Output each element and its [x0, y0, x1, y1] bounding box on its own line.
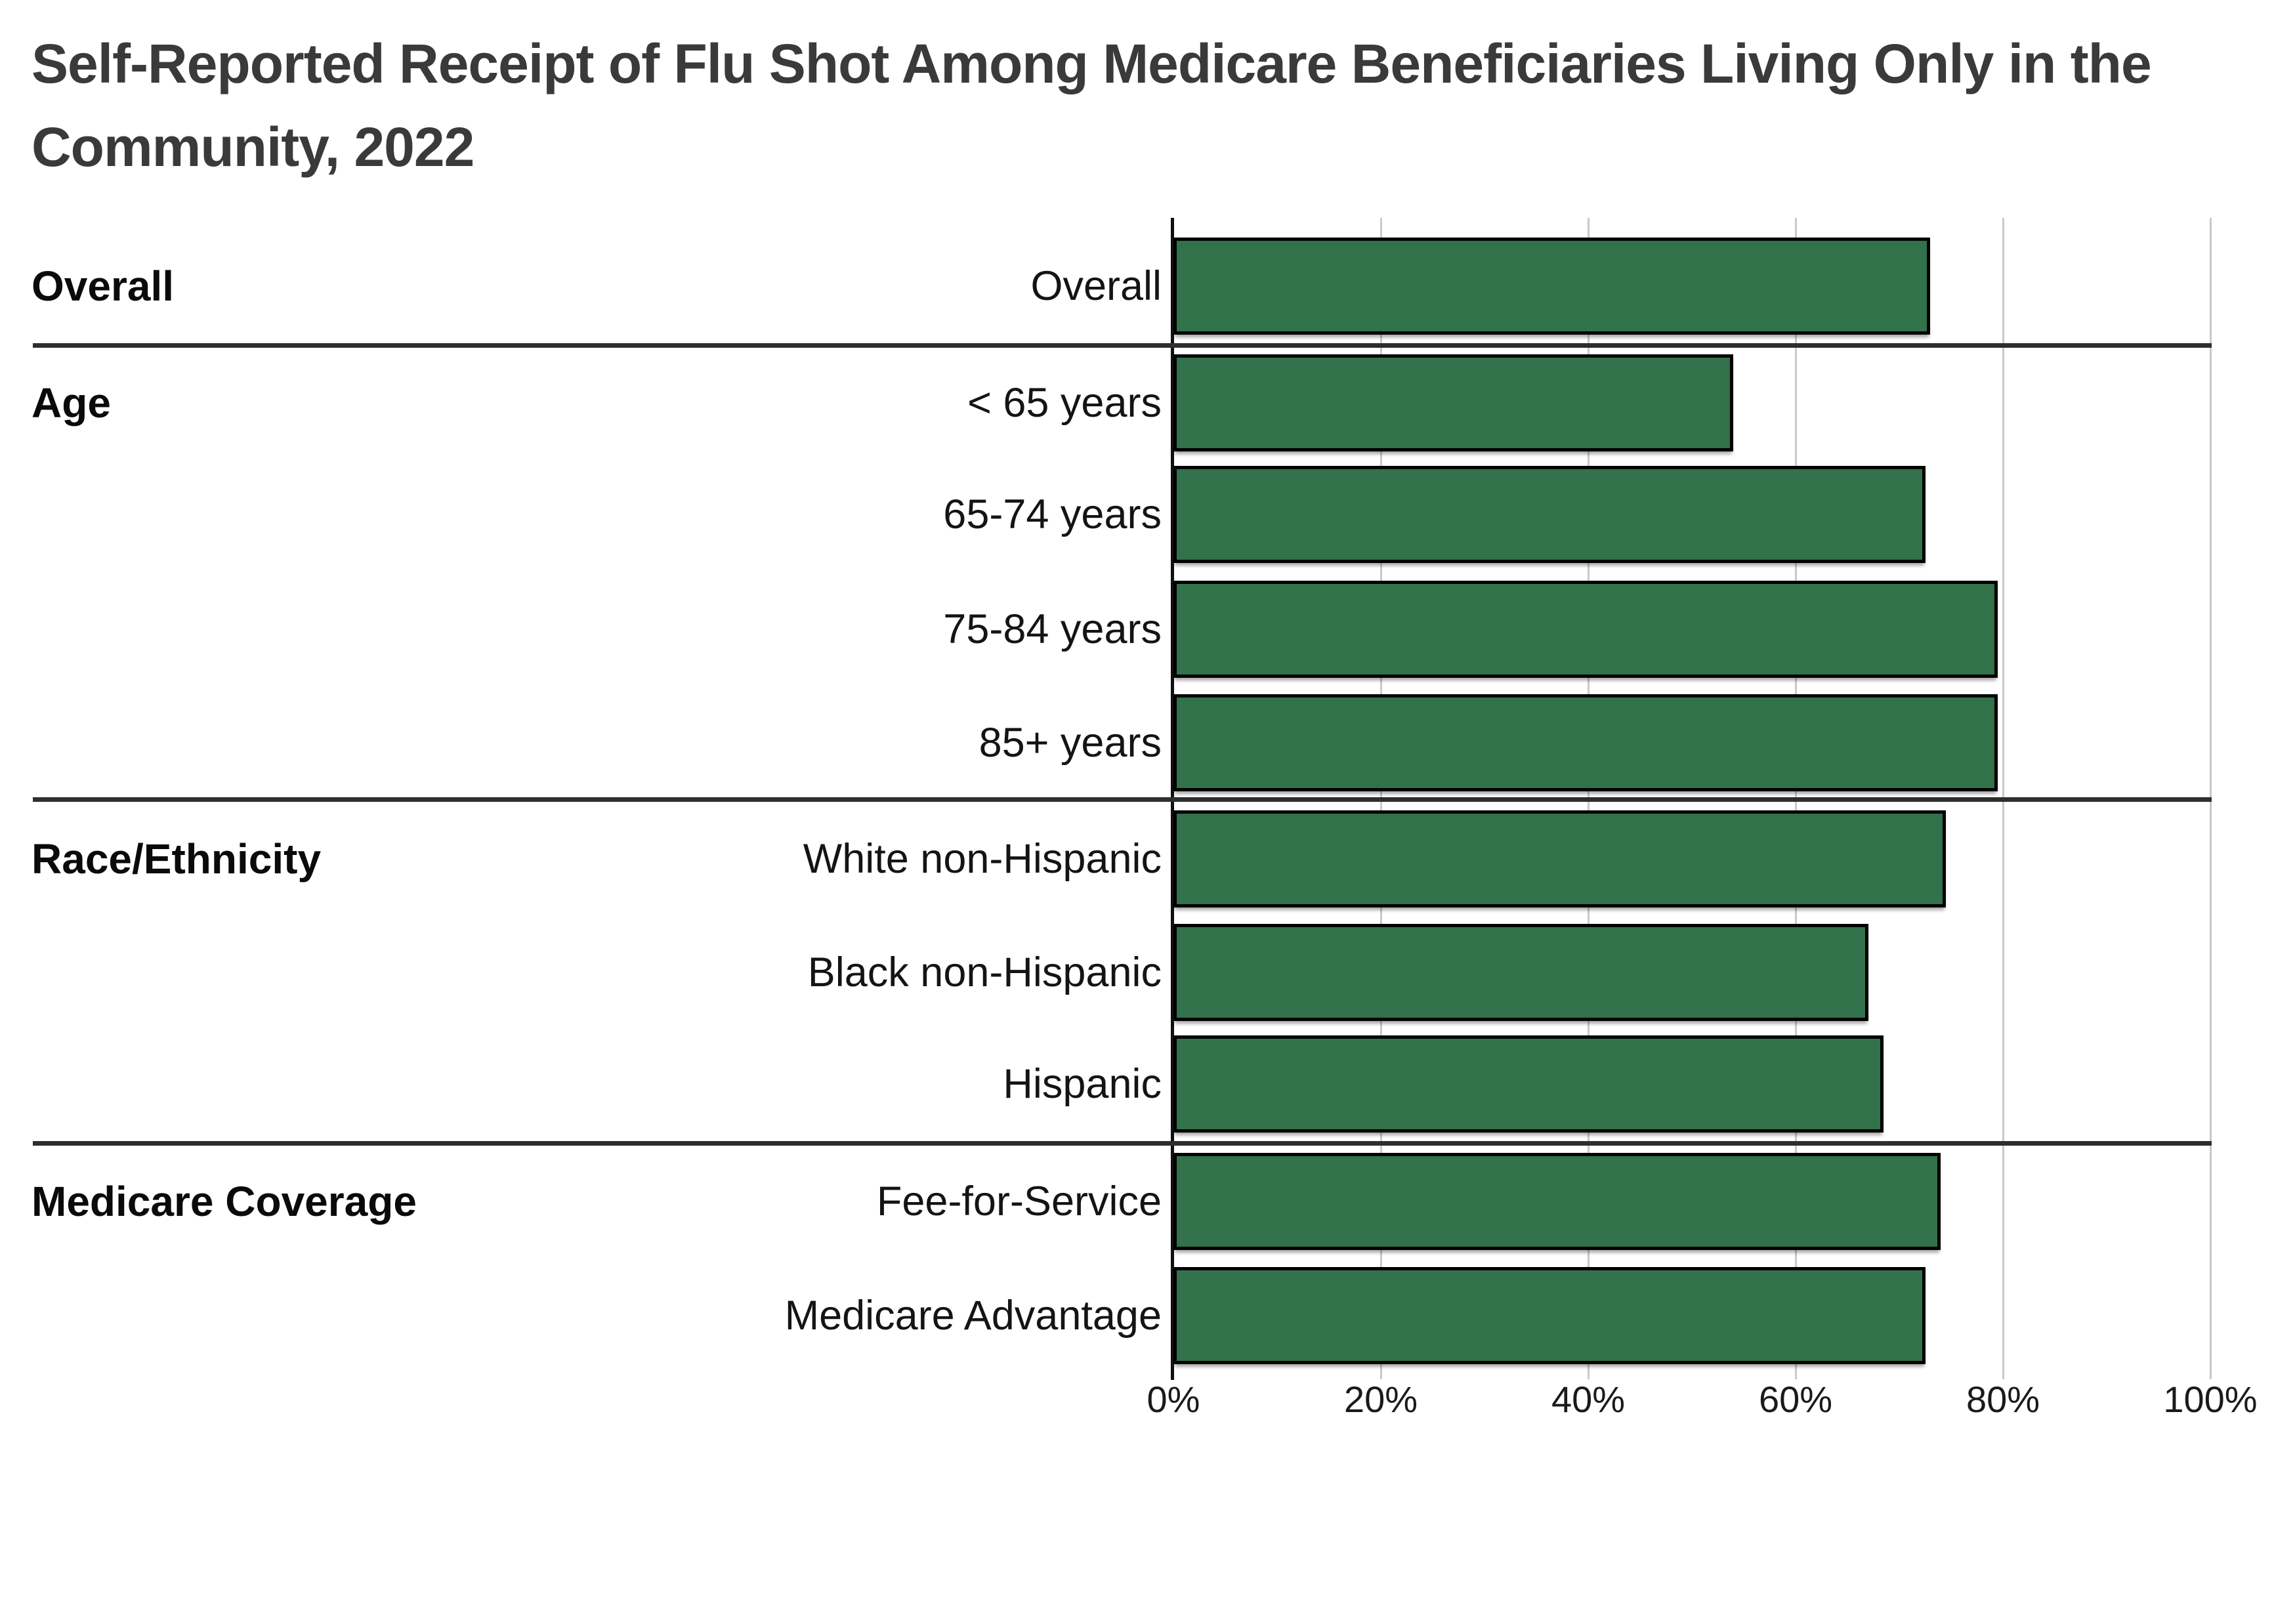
row-label-75-84: 75-84 years [943, 606, 1162, 652]
chart-title-line-2: Community, 2022 [32, 116, 474, 178]
row-label-medicare-advantage: Medicare Advantage [784, 1293, 1162, 1339]
chart-title: Self-Reported Receipt of Flu Shot Among … [32, 22, 2152, 189]
bar-65-74 [1173, 466, 1926, 563]
chart-title-line-1: Self-Reported Receipt of Flu Shot Among … [32, 33, 2152, 94]
x-tick-label-100: 100% [2163, 1379, 2258, 1420]
row-label-white-non-hispanic: White non-Hispanic [803, 836, 1162, 882]
row-label-overall: Overall [1030, 263, 1162, 309]
bar-medicare-advantage [1173, 1267, 1926, 1364]
bar-black-non-hispanic [1173, 924, 1868, 1021]
group-divider-age-race [33, 797, 2212, 802]
row-label-black-non-hispanic: Black non-Hispanic [807, 949, 1162, 995]
x-tick-label-0: 0% [1147, 1379, 1200, 1420]
group-label-medicare-coverage: Medicare Coverage [32, 1178, 417, 1225]
x-tick-label-20: 20% [1343, 1379, 1418, 1420]
row-label-hispanic: Hispanic [1003, 1061, 1162, 1107]
row-label-65-74: 65-74 years [943, 491, 1162, 537]
group-label-overall: Overall [32, 262, 175, 310]
group-divider-overall-age [33, 343, 2212, 348]
bar-white-non-hispanic [1173, 810, 1946, 907]
bar-fee-for-service [1173, 1153, 1941, 1250]
bar-75-84 [1173, 581, 1998, 678]
x-tick-label-80: 80% [1966, 1379, 2040, 1420]
bar-hispanic [1173, 1035, 1884, 1133]
row-label-85-plus: 85+ years [979, 720, 1162, 766]
x-tick-label-60: 60% [1758, 1379, 1833, 1420]
bar-overall [1173, 238, 1930, 335]
group-label-race-ethnicity: Race/Ethnicity [32, 835, 322, 883]
row-label-fee-for-service: Fee-for-Service [876, 1178, 1162, 1224]
x-tick-label-40: 40% [1551, 1379, 1626, 1420]
group-label-age: Age [32, 379, 111, 427]
row-label-under-65: < 65 years [967, 380, 1162, 426]
bar-85-plus [1173, 694, 1998, 791]
group-divider-race-coverage [33, 1141, 2212, 1146]
bar-under-65 [1173, 354, 1733, 451]
